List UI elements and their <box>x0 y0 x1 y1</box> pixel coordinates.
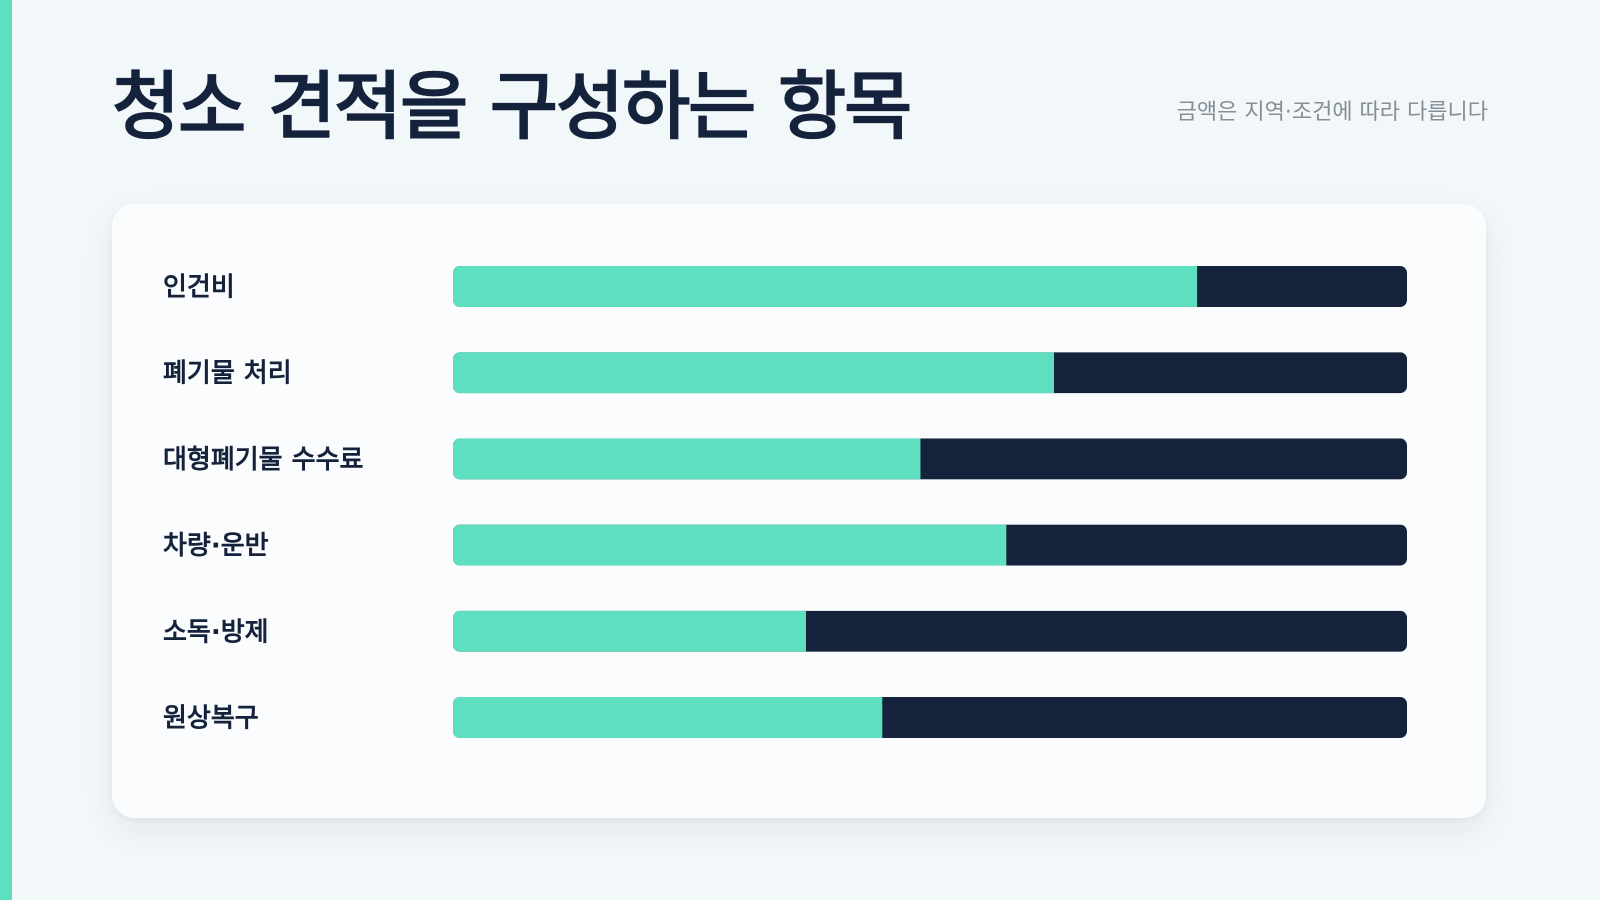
bar-row <box>453 266 1407 307</box>
bar-fill <box>453 352 1055 394</box>
price-note: 금액은 지역·조건에 따라 다릅니다 <box>1176 100 1488 125</box>
category-label: 차량·운반 <box>163 531 269 561</box>
bar-fill <box>453 697 883 738</box>
bar-row <box>453 524 1407 566</box>
page-title: 청소 견적을 구성하는 항목 <box>112 64 912 150</box>
accent-strip <box>0 0 12 900</box>
bar-fill <box>453 610 806 652</box>
category-label: 인건비 <box>163 273 235 303</box>
category-label: 대형폐기물 수수료 <box>163 445 363 475</box>
bar-fill <box>453 266 1198 307</box>
bar-row <box>453 697 1407 738</box>
category-label: 원상복구 <box>163 704 259 734</box>
bar-fill <box>453 438 921 480</box>
bar-row <box>453 438 1407 480</box>
bar-row <box>453 610 1407 652</box>
bar-fill <box>453 524 1007 566</box>
category-label: 폐기물 처리 <box>163 359 292 389</box>
category-label: 소독·방제 <box>163 617 269 647</box>
bar-row <box>453 352 1407 394</box>
